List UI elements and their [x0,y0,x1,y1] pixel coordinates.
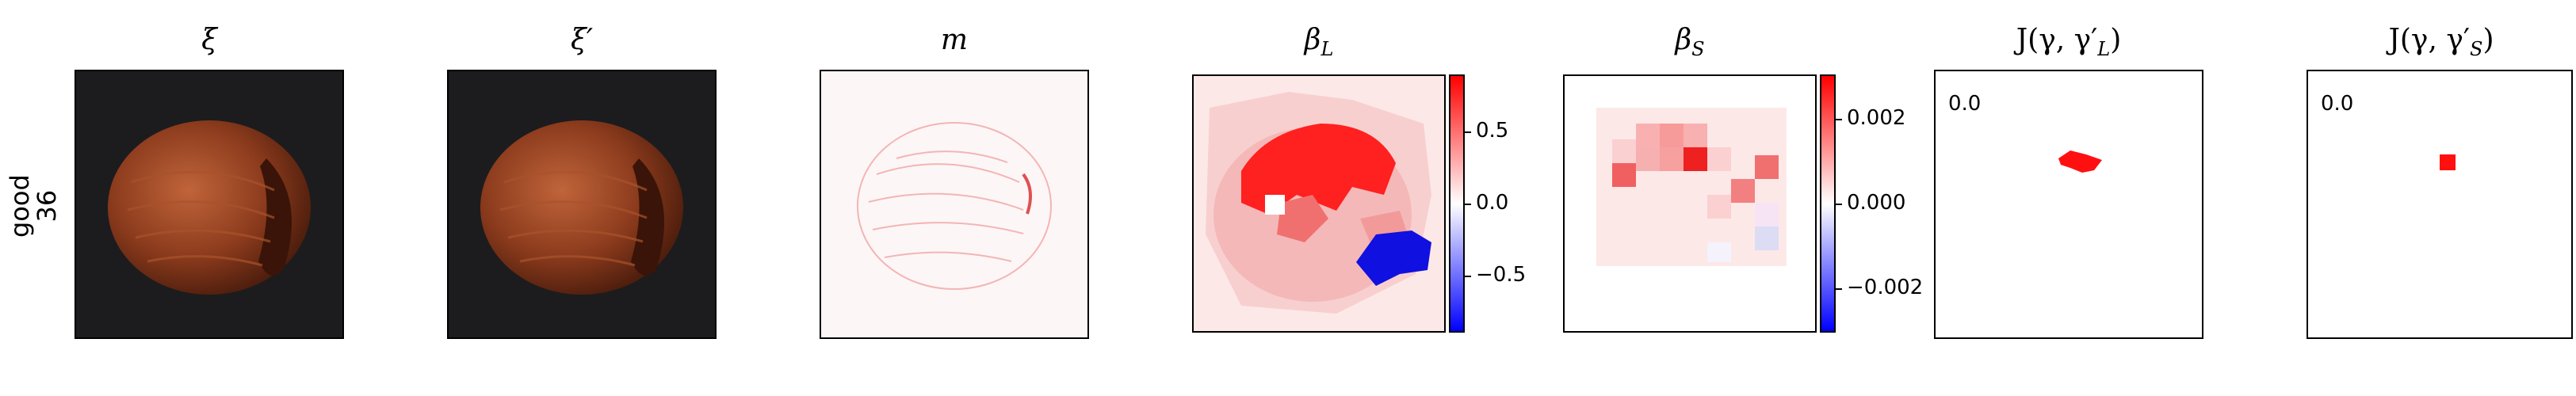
score-J-L: 0.0 [1948,92,1982,116]
colorbar-L [1449,74,1465,333]
title-J-L-main: J(γ, γ′ [2016,24,2098,56]
panel-beta-S [1563,74,1817,333]
score-J-S: 0.0 [2321,92,2354,116]
title-J-S-main: J(γ, γ′ [2388,24,2471,56]
title-J-L: J(γ, γ′L) [2016,24,2122,61]
title-J-S: J(γ, γ′S) [2388,24,2494,61]
title-J-S-sub: S [2470,38,2483,61]
panel-J-L: 0.0 [1934,70,2203,339]
beta-S-grid [1596,108,1787,266]
hazelnut-image-prime [480,120,683,295]
colorbar-S-tick-1: 0.000 [1847,191,1906,215]
title-xi-prime: ξ′ [570,24,593,56]
title-m: m [940,24,969,56]
J-S-square [2440,154,2456,170]
colorbar-S-tick-2: −0.002 [1847,276,1924,299]
panel-J-S: 0.0 [2307,70,2573,339]
title-beta-L-sub: L [1320,38,1334,61]
panel-xi-prime [447,70,717,339]
colorbar-S-tick-0: 0.002 [1847,106,1906,130]
row-label-line2: 36 [32,189,62,223]
beta-L-negative-region [1356,230,1431,286]
title-beta-S-main: β [1675,24,1692,56]
title-beta-S: βS [1563,24,1817,60]
mask-outline [857,122,1052,290]
colorbar-S [1820,74,1836,333]
panel-m [820,70,1089,339]
title-xi: ξ [201,24,217,56]
panel-xi [75,70,344,339]
colorbar-L-tick-1: 0.0 [1476,191,1509,215]
colorbar-L-tick-2: −0.5 [1476,263,1527,287]
hazelnut-image [108,120,311,295]
title-beta-S-sub: S [1691,38,1705,61]
title-beta-L-main: β [1304,24,1321,56]
row-label: good 36 [5,174,62,238]
panel-beta-L [1192,74,1446,333]
row-label-line1: good [5,174,35,238]
title-J-L-sub: L [2097,38,2111,61]
title-beta-L: βL [1192,24,1446,60]
colorbar-L-tick-0: 0.5 [1476,119,1509,143]
beta-L-positive-region [1241,124,1396,215]
J-L-blob [2058,150,2102,173]
